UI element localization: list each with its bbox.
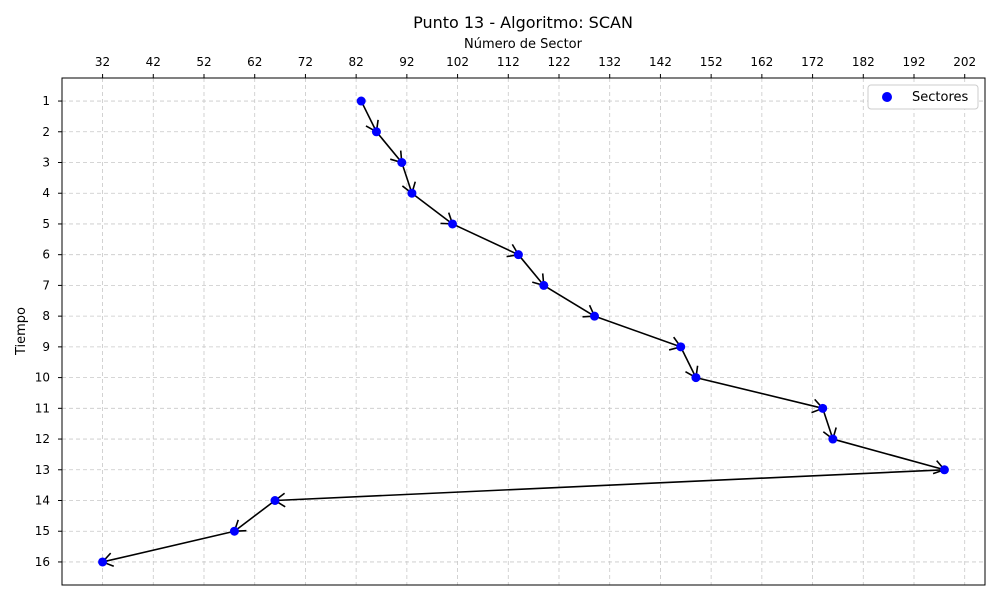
y-tick-label: 15	[35, 524, 50, 538]
y-tick-label: 8	[42, 309, 50, 323]
data-point	[539, 280, 549, 290]
data-point	[448, 219, 457, 229]
legend-entry-sectores: Sectores	[912, 90, 969, 105]
x-tick-label: 152	[700, 55, 723, 69]
y-tick-label: 3	[42, 156, 50, 170]
path-segment	[233, 499, 276, 532]
y-tick-label: 16	[35, 555, 50, 569]
path-segment	[543, 284, 595, 317]
path-segment	[594, 315, 681, 348]
x-axis-label: Número de Sector	[464, 37, 583, 52]
x-tick-label: 132	[598, 55, 621, 69]
x-tick-label: 122	[548, 55, 571, 69]
data-point	[828, 434, 838, 444]
y-tick-label: 9	[42, 340, 50, 354]
x-tick-label: 92	[399, 55, 414, 69]
data-point	[513, 250, 523, 260]
grid	[62, 78, 985, 585]
y-tick-label: 13	[35, 463, 50, 477]
x-tick-label: 142	[649, 55, 672, 69]
y-tick-label: 11	[35, 401, 50, 415]
chart-title: Punto 13 - Algoritmo: SCAN	[413, 13, 633, 32]
x-tick-label: 42	[146, 55, 161, 69]
legend: Sectores	[867, 84, 979, 110]
data-point	[397, 158, 407, 167]
path-segment	[832, 438, 945, 471]
x-tick-label: 202	[953, 55, 976, 69]
path-segment	[274, 468, 945, 502]
x-tick-label: 182	[852, 55, 875, 69]
data-point	[691, 373, 701, 383]
x-tick-label: 102	[446, 55, 469, 69]
path-segment	[517, 254, 545, 286]
x-tick-label: 72	[298, 55, 313, 69]
data-point	[407, 188, 417, 198]
path-segment	[375, 131, 403, 164]
legend-box	[867, 84, 979, 110]
path-segment	[401, 162, 413, 194]
path-segment	[679, 346, 697, 378]
data-point	[939, 465, 949, 475]
x-tick-label: 112	[497, 55, 520, 69]
legend-marker	[882, 92, 892, 102]
path-segment	[411, 192, 453, 225]
y-tick-label: 7	[42, 278, 50, 292]
y-axis-label: Tiempo	[14, 307, 29, 356]
path-segment	[695, 376, 823, 410]
path-segment	[821, 408, 834, 440]
data-point	[98, 557, 108, 567]
data-points	[98, 96, 949, 567]
x-tick-label: 52	[196, 55, 211, 69]
y-tick-label: 12	[35, 432, 50, 446]
seek-path	[101, 100, 946, 568]
x-tick-label: 162	[750, 55, 773, 69]
x-tick-label: 82	[349, 55, 364, 69]
data-point	[270, 496, 280, 505]
x-tick-label: 192	[903, 55, 926, 69]
data-point	[229, 526, 239, 536]
data-point	[356, 96, 366, 106]
x-tick-label: 32	[95, 55, 110, 69]
plot-frame	[61, 77, 986, 586]
path-segment	[102, 530, 235, 563]
path-segment	[452, 223, 519, 256]
y-tick-label: 4	[42, 186, 50, 200]
y-tick-label: 14	[35, 494, 50, 508]
data-point	[590, 311, 599, 321]
x-tick-label: 62	[247, 55, 262, 69]
data-point	[818, 403, 828, 413]
x-tick-label: 172	[801, 55, 824, 69]
data-point	[371, 127, 381, 137]
y-tick-label: 2	[42, 125, 50, 139]
axis-ticks: 32 42 52 62 72 82 92 102 112 122 132 142 152 162 172 18…	[35, 55, 976, 569]
path-segment	[360, 100, 378, 133]
y-tick-label: 10	[35, 371, 50, 385]
y-tick-label: 5	[42, 217, 50, 231]
data-point	[676, 342, 686, 352]
y-tick-label: 6	[42, 248, 50, 262]
y-tick-label: 1	[42, 94, 50, 108]
